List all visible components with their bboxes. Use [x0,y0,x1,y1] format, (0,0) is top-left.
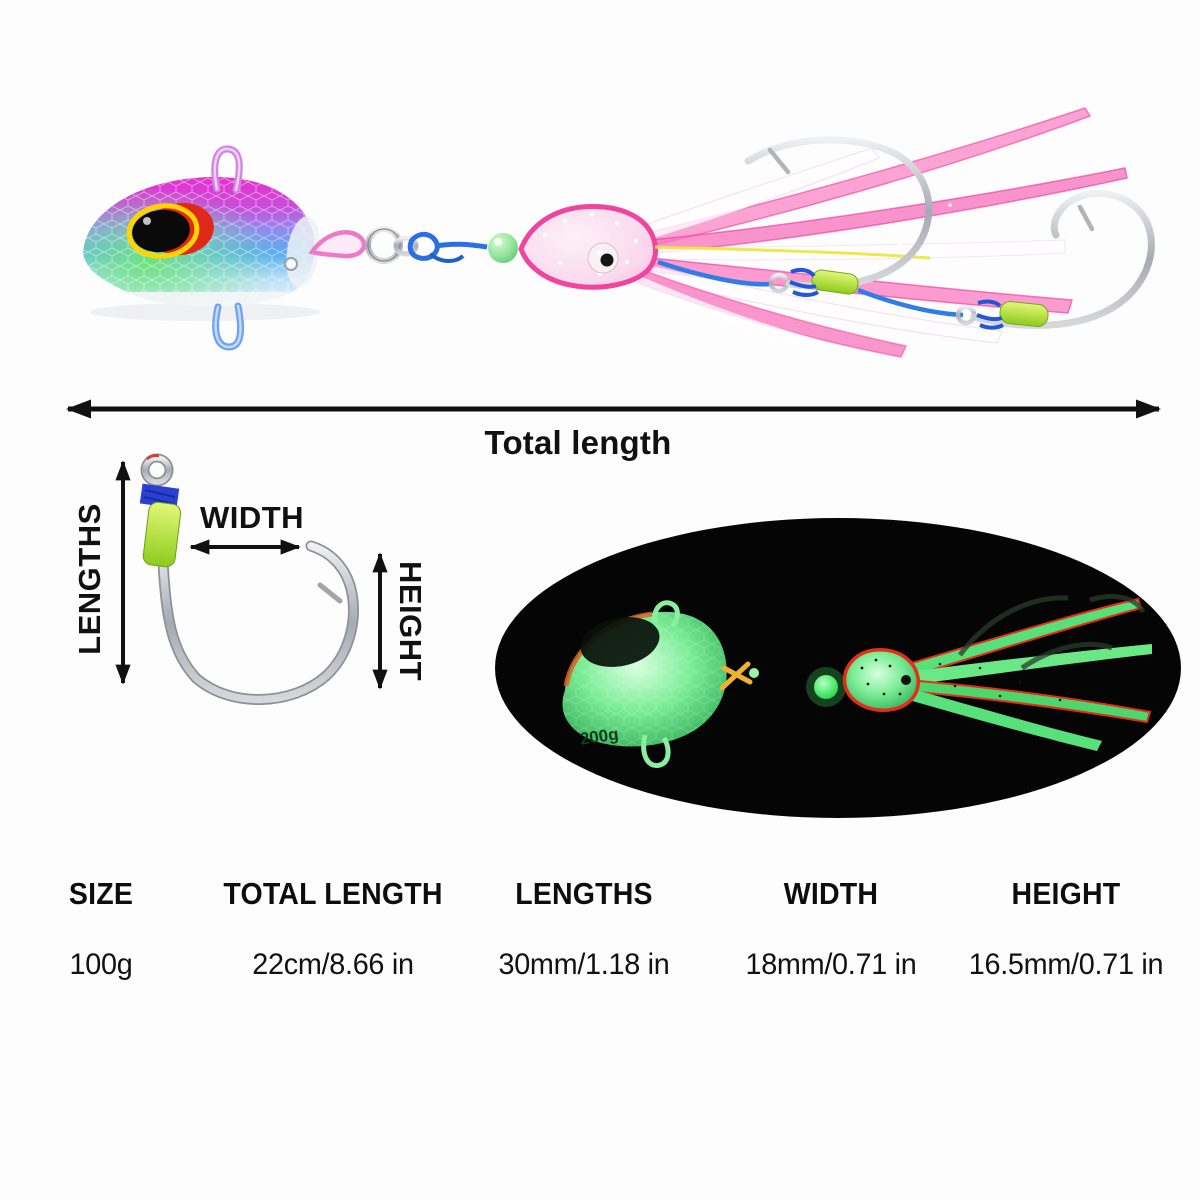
thread-wrap-front [789,267,820,297]
glow-tube-rear [999,301,1049,327]
spec-value: 22cm/8.66 in [252,948,414,981]
spec-col-size: SIZE 100g [0,876,261,981]
jig-eye [126,202,214,259]
thread-wrap-rear [976,299,1005,330]
hook-diagram [115,453,388,705]
glow-preview: 200g [495,518,1181,818]
spec-value: 16.5mm/0.71 in [968,948,1164,981]
glow-bead-lit [814,675,838,699]
line-tie-hole [284,257,298,271]
hook-glow-tube [142,501,182,568]
assist-cord-rear [857,287,964,318]
spec-header: WIDTH [783,876,879,911]
width-label: WIDTH [199,500,305,535]
glow-jig-head: 200g [562,600,759,768]
spec-header: HEIGHT [1011,876,1121,911]
lure-photo [83,107,1155,358]
squid-eye [587,242,619,274]
squid-head [518,204,658,290]
spec-header: LENGTHS [515,876,653,911]
spec-col-lengths: LENGTHS 30mm/1.18 in [424,876,744,981]
spec-header: TOTAL LENGTH [223,876,443,911]
assist-cord-front [657,259,771,287]
snap-clip [308,230,367,259]
hook-eye-paint [145,454,160,461]
assist-hook-rear [955,189,1155,330]
spec-value: 100g [69,948,133,981]
jig-shadow [90,303,320,321]
spec-header: SIZE [68,876,134,911]
assist-hook-front [744,136,933,297]
yellow-strand [654,245,931,260]
bottom-eyelet-icon [212,302,245,351]
hook-barb [317,582,343,604]
measure-hook [139,453,359,705]
spec-col-height: HEIGHT 16.5mm/0.71 in [906,876,1200,981]
solid-ring [393,235,419,257]
glow-top-eyelet [652,600,680,628]
glow-bottom-eyelet [641,734,671,768]
skirt-tentacles [634,107,1128,358]
glow-squid-eye [901,675,911,685]
lengths-label: LENGTHS [72,503,107,655]
glow-clip [719,661,753,691]
spec-col-total-length: TOTAL LENGTH 22cm/8.66 in [173,876,493,981]
glow-hook-silhouettes [957,594,1146,671]
connection-hardware [308,226,518,264]
spec-value: 18mm/0.71 in [745,948,917,981]
glow-tube-front [811,269,859,295]
glow-eye-spot [580,617,660,667]
total-length-label: Total length [484,424,672,461]
glow-squid [842,594,1152,751]
glow-bead-icon [488,233,518,263]
height-label: HEIGHT [393,560,428,682]
top-eyelet-icon [211,145,243,194]
spec-col-width: WIDTH 18mm/0.71 in [671,876,991,981]
spec-value: 30mm/1.18 in [498,948,670,981]
line-knot [407,231,488,263]
